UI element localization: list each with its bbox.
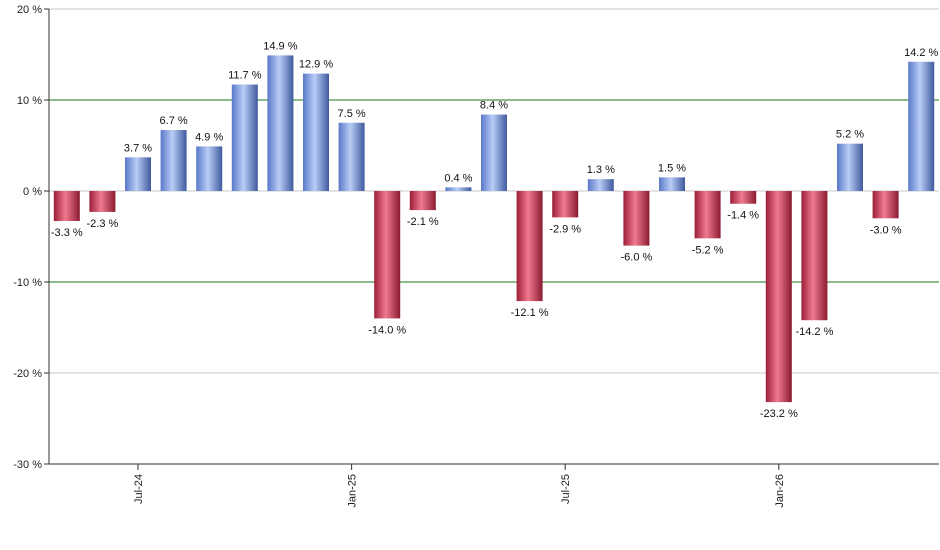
data-label: -6.0 %: [621, 252, 653, 264]
data-label: 3.7 %: [124, 142, 152, 154]
bar: [552, 191, 579, 218]
data-label: -23.2 %: [760, 408, 798, 420]
bar: [53, 191, 80, 222]
x-tick-label: Jan-26: [774, 474, 786, 508]
bar: [659, 177, 685, 191]
bars: [53, 55, 935, 403]
x-tick-label: Jul-24: [133, 474, 145, 504]
data-label: -1.4 %: [727, 210, 759, 222]
bar: [409, 191, 436, 211]
bar: [445, 187, 472, 191]
bar: [730, 191, 757, 204]
data-label: 14.9 %: [263, 40, 297, 52]
bar: [623, 191, 650, 246]
bar: [303, 73, 329, 191]
bar: [872, 191, 899, 219]
bar: [765, 191, 792, 403]
data-label: -2.3 %: [87, 218, 119, 230]
y-tick-label: -20 %: [13, 368, 42, 380]
data-labels: -3.3 %-2.3 %3.7 %6.7 %4.9 %11.7 %14.9 %1…: [51, 40, 939, 420]
data-label: 8.4 %: [480, 100, 508, 112]
x-tick-label: Jan-25: [347, 474, 359, 508]
bar: [374, 191, 401, 319]
data-label: -2.9 %: [549, 223, 581, 235]
data-label: 12.9 %: [299, 59, 333, 71]
data-label: -2.1 %: [407, 216, 439, 228]
bar: [160, 130, 187, 191]
bar: [587, 179, 614, 191]
bar: [908, 61, 935, 191]
data-label: 11.7 %: [228, 70, 262, 82]
data-label: -14.2 %: [795, 326, 833, 338]
bar: [231, 84, 258, 191]
data-label: -3.3 %: [51, 227, 83, 239]
bar: [516, 191, 543, 302]
bar: [267, 55, 294, 191]
data-label: 1.3 %: [587, 164, 615, 176]
axes: 20 % 10 % 0 % -10 % -20 % -30 % Jul-24 Jan-25 Ju…: [13, 4, 939, 508]
data-label: 5.2 %: [836, 129, 864, 141]
data-label: -5.2 %: [692, 244, 724, 256]
bar: [125, 157, 151, 191]
data-label: 14.2 %: [904, 47, 938, 59]
data-label: -14.0 %: [368, 324, 406, 336]
data-label: 1.5 %: [658, 162, 686, 174]
bar: [694, 191, 721, 239]
y-tick-label: 0 %: [23, 186, 42, 198]
data-label: 7.5 %: [338, 108, 366, 120]
bar: [338, 122, 365, 191]
data-label: -3.0 %: [870, 224, 902, 236]
data-label: 4.9 %: [195, 131, 223, 143]
y-tick-label: 10 %: [17, 95, 42, 107]
bar: [837, 143, 863, 191]
data-label: 0.4 %: [444, 172, 472, 184]
y-tick-label: -30 %: [13, 459, 42, 471]
data-label: -12.1 %: [511, 307, 549, 319]
x-tick-label: Jul-25: [560, 474, 572, 504]
y-tick-label: -10 %: [13, 277, 42, 289]
y-tick-label: 20 %: [17, 4, 42, 16]
data-label: 6.7 %: [160, 115, 188, 127]
bar: [196, 146, 223, 191]
bar: [481, 114, 507, 191]
bar: [801, 191, 828, 321]
bar: [89, 191, 116, 212]
